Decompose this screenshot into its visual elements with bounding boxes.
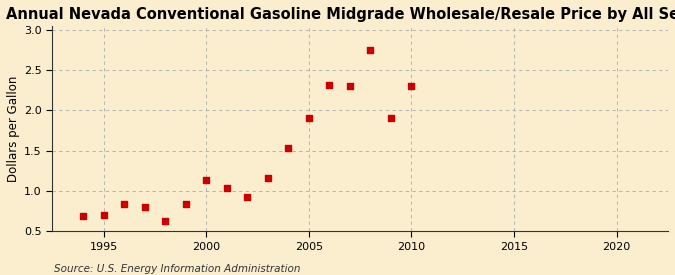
Text: Source: U.S. Energy Information Administration: Source: U.S. Energy Information Administ…	[54, 264, 300, 274]
Point	[242, 195, 252, 200]
Point	[406, 84, 417, 89]
Point	[324, 83, 335, 88]
Point	[221, 185, 232, 190]
Point	[344, 84, 355, 89]
Point	[385, 116, 396, 120]
Point	[160, 218, 171, 223]
Point	[119, 202, 130, 206]
Title: Annual Nevada Conventional Gasoline Midgrade Wholesale/Resale Price by All Selle: Annual Nevada Conventional Gasoline Midg…	[5, 7, 675, 22]
Point	[304, 116, 315, 120]
Point	[180, 202, 191, 206]
Point	[283, 146, 294, 150]
Point	[139, 205, 150, 209]
Point	[365, 48, 376, 52]
Y-axis label: Dollars per Gallon: Dollars per Gallon	[7, 75, 20, 182]
Point	[98, 213, 109, 217]
Point	[201, 178, 212, 183]
Point	[263, 176, 273, 180]
Point	[78, 214, 88, 218]
